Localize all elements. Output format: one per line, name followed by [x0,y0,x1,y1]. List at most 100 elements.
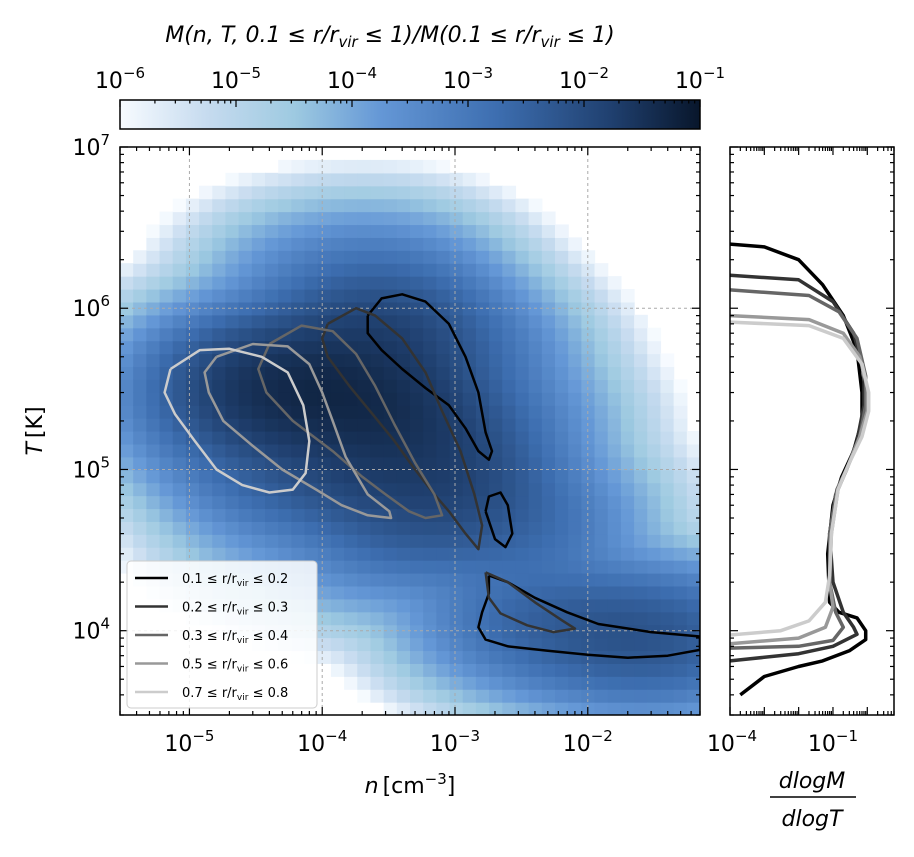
heatmap-cell [317,211,332,226]
heatmap-cell [528,211,543,226]
heatmap-cell [475,211,490,226]
heatmap-cell [594,508,609,522]
heatmap-cell [541,340,556,355]
contour-line [320,306,484,551]
side-profile-lines [730,242,871,697]
heatmap-cell [541,405,556,419]
heatmap-cell [594,469,609,484]
heatmap-cell [502,327,517,342]
heatmap-cell [199,263,213,277]
heatmap-cell [120,508,134,522]
heatmap-cell [555,469,569,484]
heatmap-cell [620,508,635,522]
heatmap-cell [383,185,398,200]
heatmap-cell [383,547,398,561]
heatmap-cell [146,224,161,238]
heatmap-cell [146,521,161,535]
heatmap-cell [330,211,345,226]
heatmap-cell [515,495,530,510]
heatmap-cell [291,521,306,535]
colorbar-tick-label: 10−5 [211,64,261,94]
heatmap-cell [251,508,266,522]
heatmap-cell [620,340,635,355]
main-plot-frame [119,146,701,716]
heatmap-cell [673,521,688,535]
heatmap-cell [330,469,345,484]
heatmap-cell [581,521,596,535]
heatmap-cell [304,185,319,200]
heatmap-cell [620,392,635,406]
heatmap-cell [357,276,372,290]
heatmap-cell [370,534,385,548]
heatmap-cell [423,198,437,213]
heatmap-cell [647,637,662,652]
heatmap-cell [344,237,358,251]
heatmap-cell [383,392,398,406]
heatmap-cell [436,185,451,200]
heatmap-cell [291,327,306,342]
heatmap-cell [370,276,385,290]
heatmap-cell [133,469,147,484]
heatmap-cell [251,314,266,329]
heatmap-cell [225,185,240,200]
heatmap-cell [330,392,345,406]
heatmap-cell [568,340,582,355]
heatmap-cell [528,276,543,290]
legend-label: 0.1 ≤ r/rvir ≤ 0.2 [182,572,288,589]
heatmap-cell [686,650,700,664]
heatmap-cell [159,418,174,432]
heatmap-cell [423,443,437,458]
heatmap-cell [304,250,319,264]
heatmap-cell [555,418,569,432]
heatmap-cell [423,521,437,535]
colorbar-gradient [119,99,701,130]
heatmap-cell [172,327,187,342]
heatmap-cell [357,611,372,626]
heatmap-cell [383,211,398,226]
heatmap-cell [133,431,147,445]
heatmap-cell [475,676,490,690]
heatmap-cell [541,560,556,574]
heatmap-cell [330,250,345,264]
heatmap-cell [647,482,662,497]
heatmap-cell [344,172,358,187]
heatmap-cell [370,250,385,264]
heatmap-cell [383,482,398,497]
heatmap-cell [304,314,319,329]
heatmap-cell [291,495,306,510]
heatmap-cell [528,598,543,613]
heatmap-cell [265,327,279,342]
heatmap-cell [581,443,596,458]
heatmap-cell [357,598,372,613]
heatmap-cell [133,353,147,368]
heatmap-cell [317,172,332,187]
heatmap-cell [199,250,213,264]
heatmap-cell [212,495,227,510]
heatmap-cell [146,327,161,342]
heatmap-cell [594,456,609,471]
heatmap-cell [199,289,213,303]
y-axis-label: T[K] [23,406,48,455]
heatmap-cell [515,624,530,639]
heatmap-cell [146,405,161,419]
heatmap-cell [199,314,213,329]
heatmap-cell [357,185,372,200]
heatmap-cell [686,637,700,652]
heatmap-cell [449,585,464,600]
heatmap-cell [212,211,227,226]
heatmap-cell [607,469,622,484]
heatmap-cell [185,224,200,238]
heatmap-cell [410,547,424,561]
heatmap-cell [660,573,675,587]
heatmap-cell [528,689,543,703]
heatmap-cell [133,263,147,277]
heatmap-cell [344,289,358,303]
heatmap-cell [265,495,279,510]
heatmap-cell [238,366,253,380]
heatmap-cell [449,547,464,561]
heatmap-cell [225,456,240,471]
heatmap-cell [410,237,424,251]
heatmap-cell [396,469,411,484]
heatmap-cell [396,366,411,380]
heatmap-cell [555,224,569,238]
